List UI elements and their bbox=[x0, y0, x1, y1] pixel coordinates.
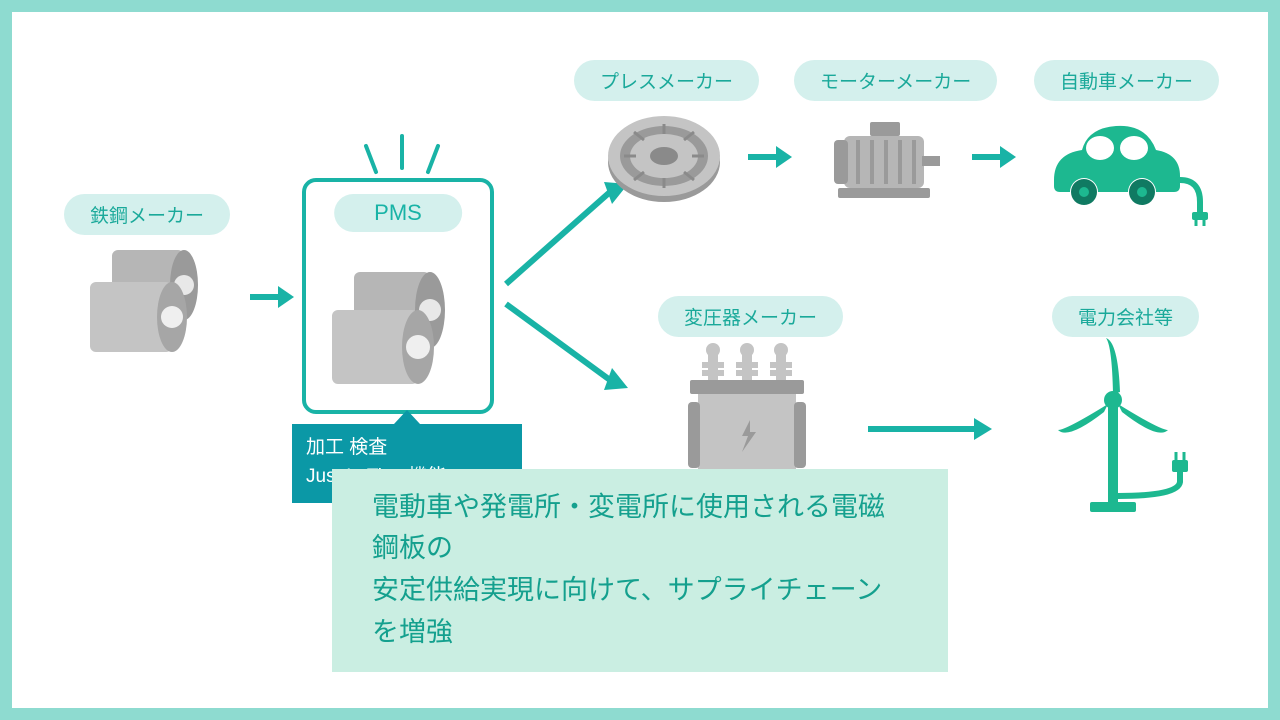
arrow-transformer-power bbox=[864, 414, 994, 444]
pms-coils-icon bbox=[326, 268, 486, 393]
pms-desc-line1: 加工 検査 bbox=[306, 434, 508, 463]
caption: 電動車や発電所・変電所に使用される電磁鋼板の 安定供給実現に向けて、サプライチェ… bbox=[332, 469, 948, 672]
pill-press: プレスメーカー bbox=[574, 60, 759, 101]
arrow-press-motor bbox=[744, 142, 794, 172]
pms-label: PMS bbox=[334, 194, 462, 232]
pill-power: 電力会社等 bbox=[1052, 296, 1199, 337]
pill-steel: 鉄鋼メーカー bbox=[64, 194, 230, 235]
caption-line1: 電動車や発電所・変電所に使用される電磁鋼板の bbox=[372, 487, 908, 571]
arrow-motor-car bbox=[968, 142, 1018, 172]
diagram-canvas: 鉄鋼メーカー bbox=[24, 24, 1256, 696]
caption-line2: 安定供給実現に向けて、サプライチェーンを増強 bbox=[372, 570, 908, 654]
press-stator-icon bbox=[604, 110, 724, 211]
motor-icon bbox=[814, 112, 944, 213]
spark-icon bbox=[362, 132, 442, 176]
pill-car: 自動車メーカー bbox=[1034, 60, 1219, 101]
pms-box: PMS bbox=[302, 178, 494, 414]
steel-coils-icon bbox=[84, 246, 244, 361]
wind-turbine-icon bbox=[1028, 332, 1228, 527]
arrow-steel-pms bbox=[246, 282, 296, 312]
ev-car-icon bbox=[1034, 106, 1214, 231]
pill-motor: モーターメーカー bbox=[794, 60, 997, 101]
pill-transformer: 変圧器メーカー bbox=[658, 296, 843, 337]
